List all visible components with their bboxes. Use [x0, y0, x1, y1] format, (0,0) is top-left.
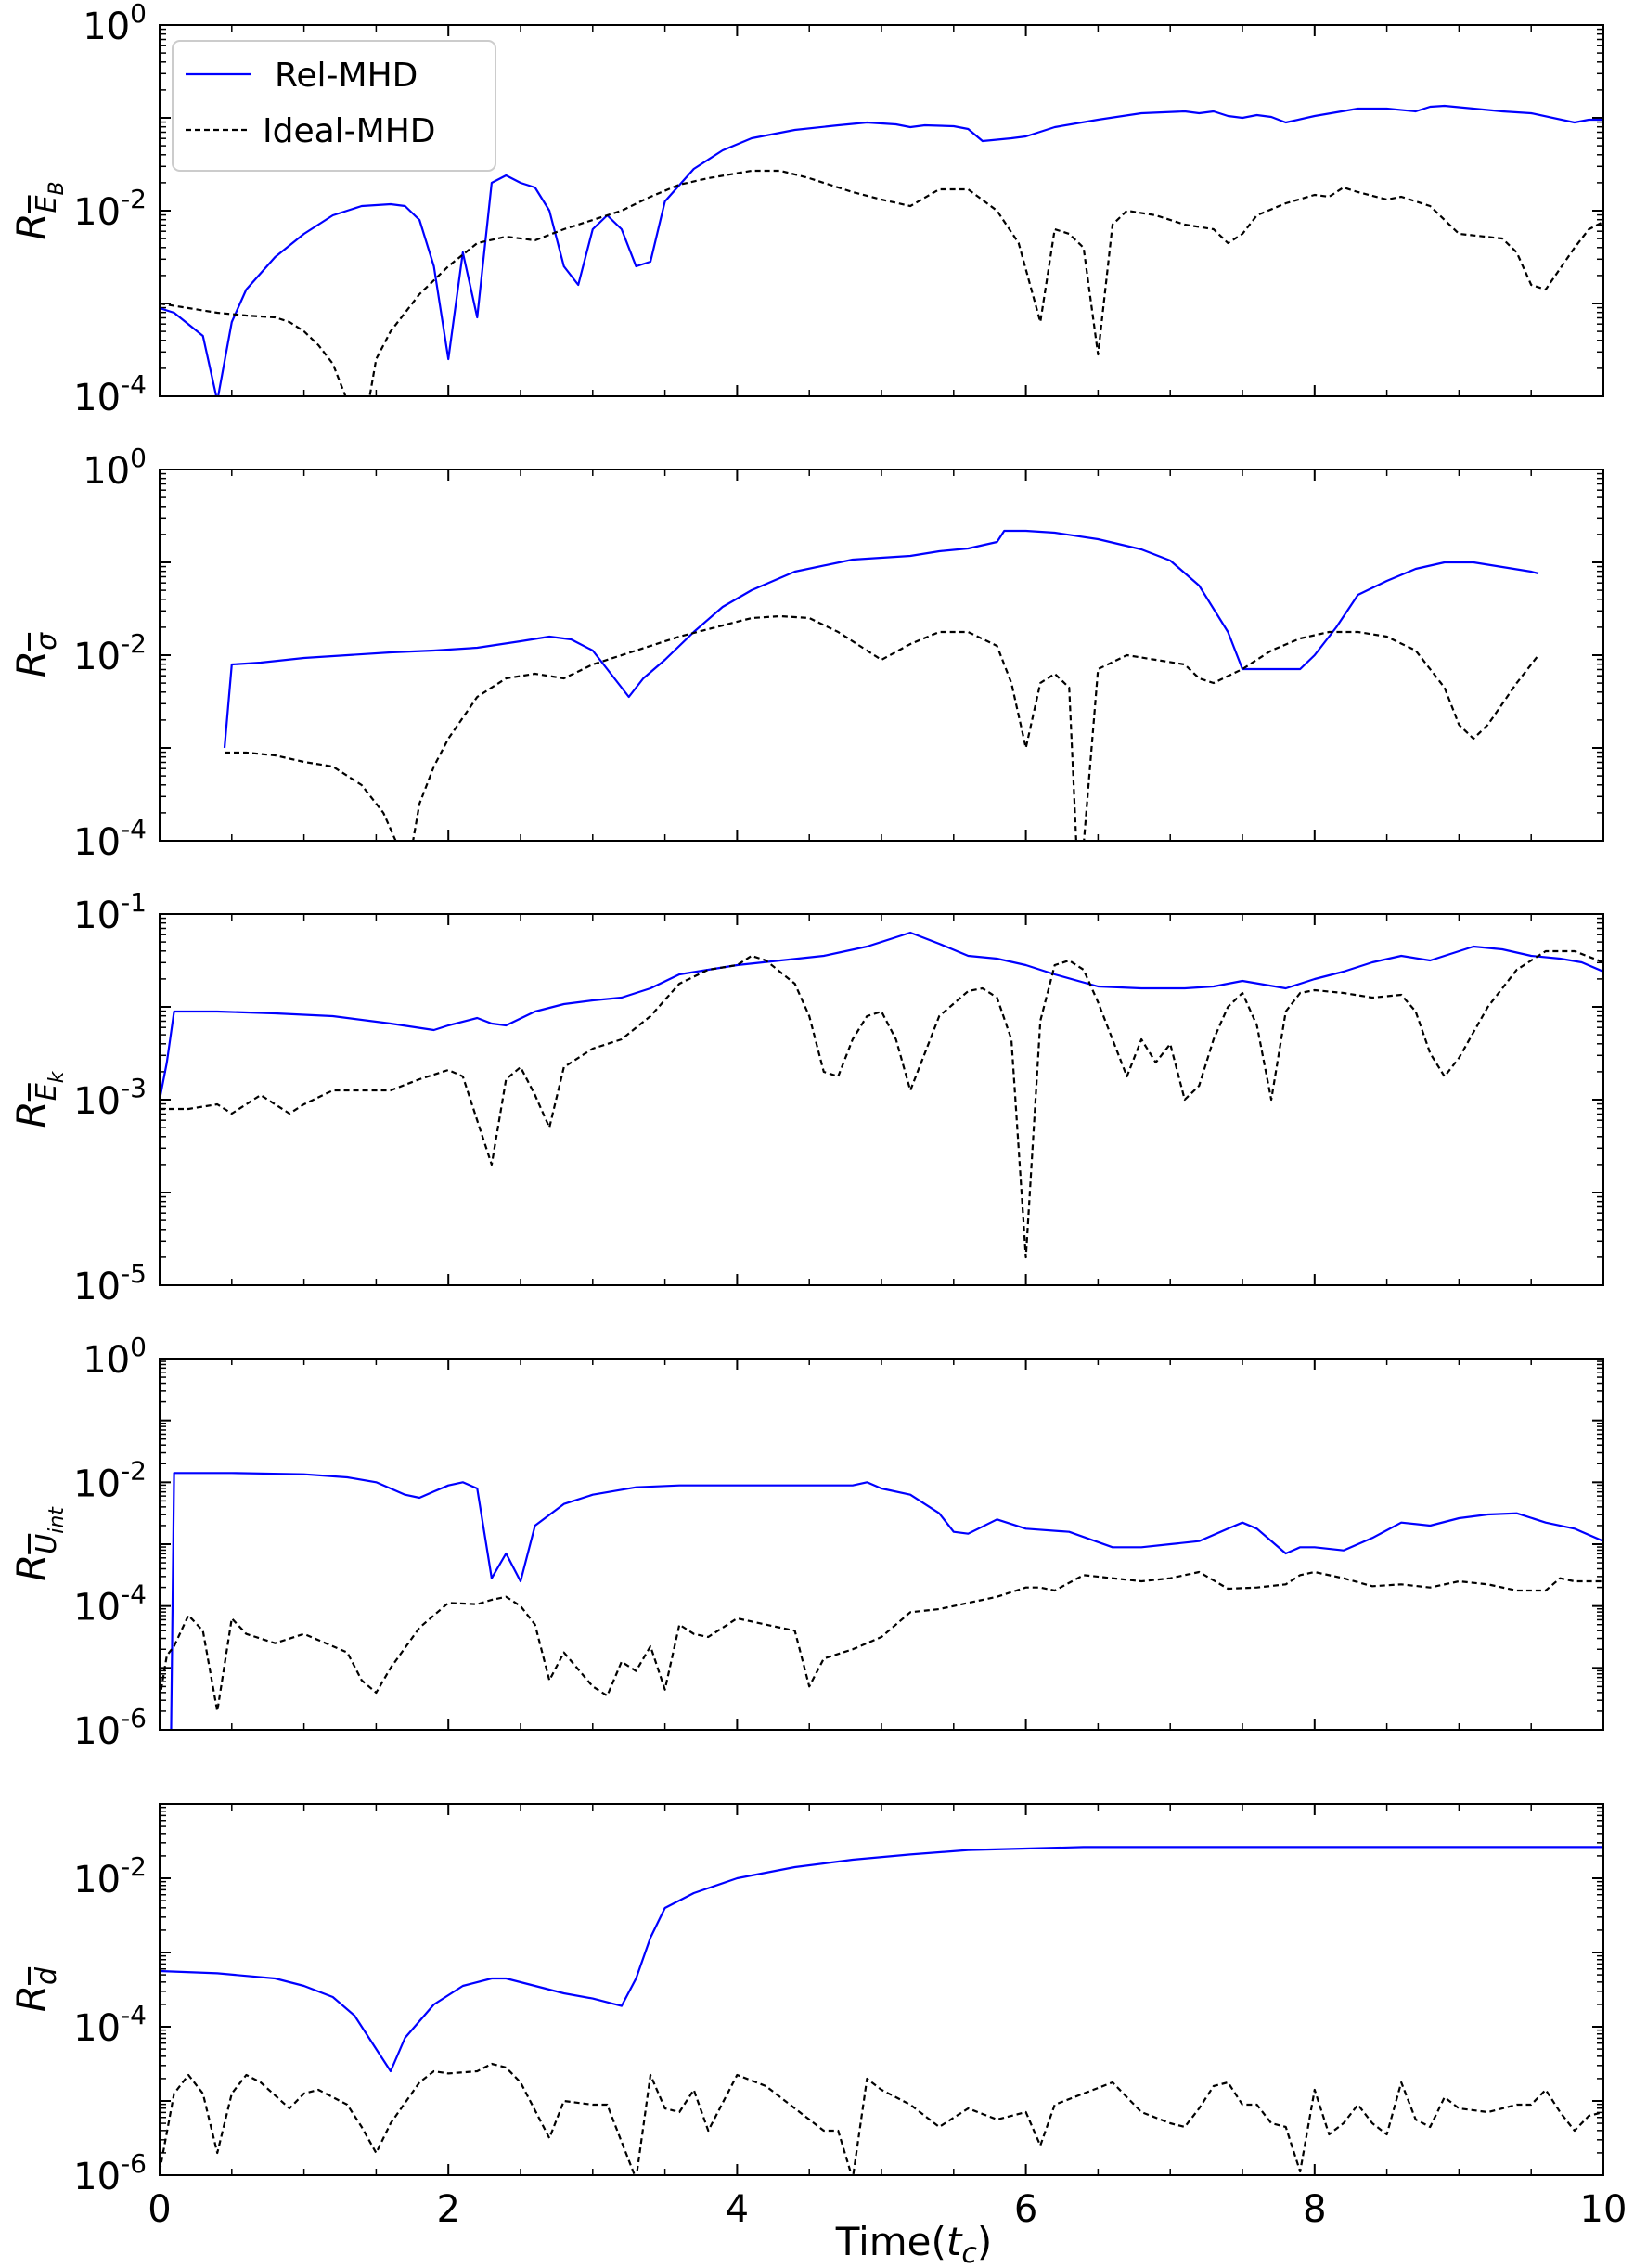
- y-tick-label: 100: [83, 443, 147, 493]
- series-line-rel-mhd: [160, 1846, 1603, 2073]
- chart-panel-2: 100 10-2 10-4 Rσ: [8, 443, 1604, 864]
- y-tick-label: 10-1: [73, 887, 147, 937]
- series-line-ideal-mhd: [160, 2062, 1603, 2175]
- svg-text:Rσ: Rσ: [8, 632, 63, 677]
- y-tick-label: 10-4: [73, 2000, 147, 2050]
- y-tick-label: 100: [83, 0, 147, 48]
- y-tick-label: 10-4: [73, 1579, 147, 1630]
- x-tick-label: 10: [1580, 2188, 1628, 2231]
- y-axis-label: REk: [8, 1070, 69, 1128]
- y-tick-label: 10-4: [73, 814, 147, 864]
- y-tick-label: 10-2: [73, 628, 147, 678]
- series-line-ideal-mhd: [225, 614, 1539, 841]
- y-tick-label: 10-5: [73, 1258, 147, 1308]
- series-line-ideal-mhd: [160, 949, 1603, 1259]
- y-tick-label: 10-4: [73, 369, 147, 419]
- chart-panel-1: 100 10-2 10-4 REB Rel-MHD Ideal-MHD: [8, 0, 1604, 419]
- y-tick-label: 10-2: [73, 184, 147, 234]
- x-tick-label: 0: [148, 2188, 171, 2231]
- y-axis-label: REB: [8, 181, 69, 239]
- series-line-rel-mhd: [223, 529, 1539, 749]
- x-tick-label: 8: [1303, 2188, 1326, 2231]
- plot-frame: [159, 469, 1604, 842]
- x-tick-label: 2: [436, 2188, 459, 2231]
- y-axis-label: Rσ: [8, 632, 63, 677]
- plot-frame: [159, 913, 1604, 1286]
- series-line-rel-mhd: [160, 104, 1603, 396]
- x-tick-label: 6: [1014, 2188, 1037, 2231]
- chart-panel-3: 10-1 10-3 10-5 REk: [8, 887, 1604, 1308]
- y-tick-label: 10-3: [73, 1073, 147, 1123]
- svg-text:Rd: Rd: [8, 1966, 63, 2012]
- y-axis-label: Rd: [8, 1966, 63, 2012]
- svg-text:RUint: RUint: [8, 1506, 69, 1581]
- series-line-ideal-mhd: [160, 169, 1603, 396]
- series-line-ideal-mhd: [160, 1570, 1603, 1713]
- x-axis-label: Time(tc): [835, 2219, 993, 2268]
- plot-frame: [159, 1803, 1604, 2176]
- series-line-rel-mhd: [170, 1472, 1603, 1730]
- series-line-rel-mhd: [160, 931, 1603, 1101]
- legend-label-1: Ideal-MHD: [263, 112, 436, 150]
- chart-panel-4: 100 10-2 10-4 10-6 RUint: [8, 1332, 1604, 1753]
- y-tick-label: 10-2: [73, 1455, 147, 1505]
- plot-frame: [159, 1358, 1604, 1731]
- x-tick-label: 4: [726, 2188, 749, 2231]
- y-tick-label: 100: [83, 1332, 147, 1382]
- legend: Rel-MHD Ideal-MHD: [172, 40, 496, 172]
- chart-panel-5: 10-2 10-4 10-60 2 4 6 8 10 Rd: [8, 1803, 1628, 2231]
- y-tick-label: 10-2: [73, 1851, 147, 1901]
- y-tick-label: 10-6: [73, 1703, 147, 1753]
- y-tick-label: 10-6: [73, 2148, 147, 2198]
- svg-text:REk: REk: [8, 1070, 69, 1128]
- y-axis-label: RUint: [8, 1506, 69, 1581]
- svg-text:REB: REB: [8, 181, 69, 239]
- legend-label-0: Rel-MHD: [275, 57, 418, 95]
- plot-frame: [159, 24, 1604, 397]
